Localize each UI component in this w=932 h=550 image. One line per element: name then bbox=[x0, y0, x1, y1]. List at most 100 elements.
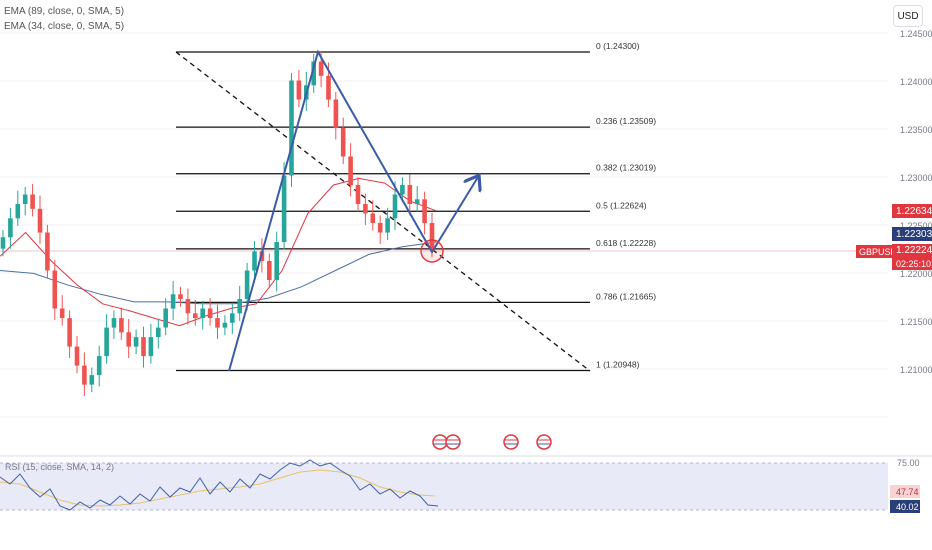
candle-body bbox=[45, 232, 50, 271]
event-flag-icon[interactable] bbox=[536, 434, 552, 450]
candle-body bbox=[141, 337, 146, 357]
rsi-band bbox=[0, 463, 888, 510]
candle-body bbox=[244, 270, 250, 299]
candle-body bbox=[67, 318, 72, 347]
currency-button[interactable]: USD bbox=[893, 5, 923, 27]
candle-body bbox=[111, 318, 117, 328]
ema34-legend[interactable]: EMA (34, close, 0, SMA, 5) bbox=[4, 21, 125, 32]
rsi-legend[interactable]: RSI (15, close, SMA, 14, 2) bbox=[5, 462, 114, 472]
fib-level-label: 1 (1.20948) bbox=[596, 360, 640, 370]
candle-body bbox=[311, 61, 316, 86]
candle-body bbox=[274, 242, 279, 280]
candle-body bbox=[318, 61, 324, 76]
dashed-trendline[interactable] bbox=[175, 51, 591, 372]
last-price-tag: 1.22224 bbox=[892, 244, 932, 257]
candle-body bbox=[200, 308, 205, 318]
candle-body bbox=[429, 223, 435, 250]
candle-body bbox=[30, 194, 35, 209]
candle-body bbox=[104, 327, 109, 357]
candle-body bbox=[133, 337, 139, 347]
price-tick: 1.24500 bbox=[900, 29, 932, 39]
candle-body bbox=[148, 337, 154, 357]
candle-body bbox=[170, 294, 176, 309]
price-tick: 1.23000 bbox=[900, 173, 932, 183]
candle-body bbox=[89, 375, 95, 385]
candle-body bbox=[82, 365, 87, 385]
candle-body bbox=[52, 270, 58, 309]
fibonacci-levels[interactable]: 0 (1.24300) 0.236 (1.23509) 0.382 (1.23019… bbox=[176, 41, 656, 372]
candle-body bbox=[59, 308, 65, 318]
fib-level-label: 0.236 (1.23509) bbox=[596, 116, 656, 126]
candle-body bbox=[215, 318, 220, 328]
price-axis[interactable]: 1.24500 1.24000 1.23500 1.23000 1.22500 … bbox=[900, 29, 932, 375]
ema89-legend[interactable]: EMA (89, close, 0, SMA, 5) bbox=[4, 6, 125, 17]
highlight-circle[interactable] bbox=[420, 239, 444, 263]
candle-body bbox=[267, 261, 272, 280]
fib-level-label: 0.618 (1.22228) bbox=[596, 238, 656, 248]
candle-body bbox=[126, 332, 131, 347]
candle-body bbox=[178, 294, 183, 300]
candle-body bbox=[96, 356, 102, 376]
ema89-price-tag: 1.22303 bbox=[892, 227, 932, 241]
fib-level-label: 0.5 (1.22624) bbox=[596, 200, 647, 210]
price-tick: 1.22500 bbox=[900, 221, 932, 231]
candle-body bbox=[422, 199, 427, 224]
price-tick: 1.22000 bbox=[900, 269, 932, 279]
candle-body bbox=[163, 308, 168, 328]
rsi-ma-line bbox=[0, 469, 436, 507]
rsi-value-b-tag bbox=[890, 500, 920, 513]
candle-body bbox=[37, 208, 43, 233]
rsi-value-a-tag bbox=[890, 485, 920, 498]
candles bbox=[0, 51, 435, 396]
price-tick: 1.21000 bbox=[900, 365, 932, 375]
candle-body bbox=[348, 156, 353, 185]
candle-body bbox=[370, 213, 376, 223]
economic-event-markers[interactable] bbox=[432, 434, 552, 450]
candle-body bbox=[333, 99, 339, 128]
candle-body bbox=[230, 313, 235, 323]
candle-body bbox=[392, 194, 398, 219]
candle-body bbox=[8, 218, 13, 238]
candle-body bbox=[15, 204, 21, 219]
candle-body bbox=[156, 327, 161, 338]
fib-level-label: 0.382 (1.23019) bbox=[596, 163, 656, 173]
candle-body bbox=[400, 185, 405, 195]
ema34-price-tag: 1.22634 bbox=[892, 204, 932, 218]
candle-body bbox=[296, 80, 302, 100]
candle-body bbox=[281, 175, 287, 242]
candle-body bbox=[185, 299, 191, 314]
candle-body bbox=[407, 185, 413, 204]
grid-lines bbox=[0, 32, 888, 418]
candle-body bbox=[74, 346, 80, 366]
rsi-value-b: 40.02 bbox=[896, 502, 919, 512]
candle-body bbox=[119, 318, 124, 333]
wave-projection-drawing[interactable] bbox=[228, 49, 478, 372]
candle-body bbox=[207, 308, 213, 318]
rsi-axis-top: 75.00 bbox=[897, 458, 920, 468]
ema89-line bbox=[0, 241, 437, 305]
fib-level-label: 0.786 (1.21665) bbox=[596, 291, 656, 301]
candle-body bbox=[385, 218, 390, 233]
symbol-tag: GBPUSD bbox=[856, 245, 901, 258]
event-flag-icon[interactable] bbox=[445, 434, 461, 450]
event-flag-icon[interactable] bbox=[503, 434, 519, 450]
candle-body bbox=[377, 223, 383, 233]
candle-body bbox=[414, 199, 420, 205]
candle-body bbox=[222, 322, 228, 328]
candle-body bbox=[237, 299, 242, 314]
candle-body bbox=[0, 237, 6, 249]
rsi-line bbox=[0, 459, 439, 511]
candle-body bbox=[252, 251, 257, 271]
price-tick: 1.21500 bbox=[900, 317, 932, 327]
candle-body bbox=[363, 204, 368, 214]
candle-body bbox=[22, 194, 28, 204]
candle-body bbox=[340, 128, 346, 157]
event-flag-icon[interactable] bbox=[432, 434, 448, 450]
candle-body bbox=[193, 313, 198, 319]
candle-body bbox=[289, 80, 294, 176]
rsi-value-a: 47.74 bbox=[896, 487, 919, 497]
price-tick: 1.23500 bbox=[900, 125, 932, 135]
candle-body bbox=[355, 185, 361, 204]
candle-body bbox=[326, 75, 331, 100]
